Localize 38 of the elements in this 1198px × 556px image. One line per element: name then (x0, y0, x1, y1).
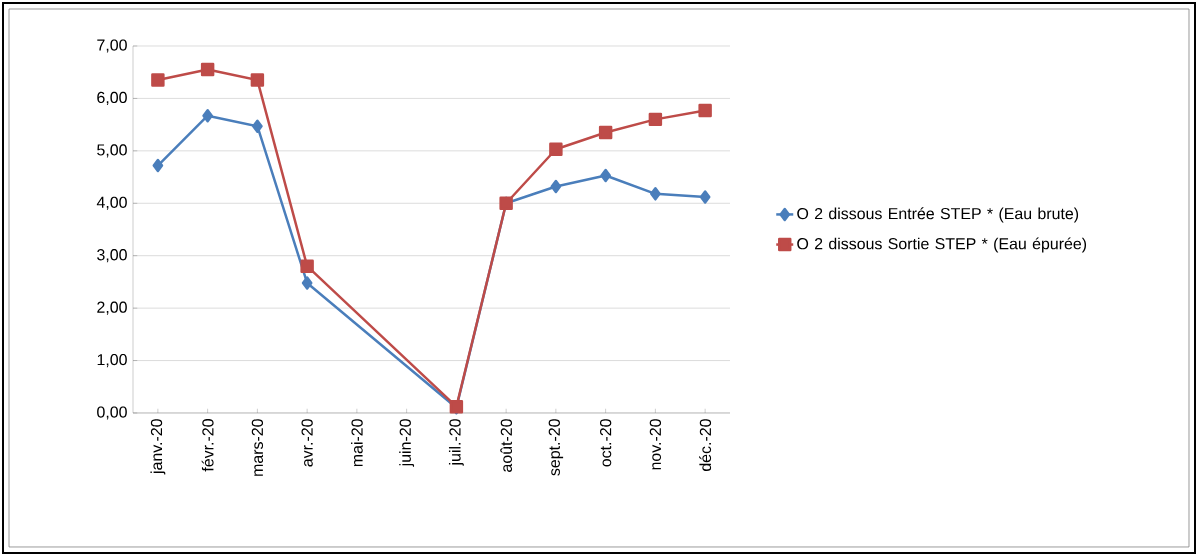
x-tick-label: oct.-20 (600, 419, 612, 467)
point (648, 112, 663, 127)
point (200, 62, 215, 77)
point (300, 259, 314, 273)
y-tick-label: 2,00 (97, 301, 127, 315)
x-tick-label: mars-20 (251, 419, 264, 476)
point (152, 158, 164, 173)
x-tick-label: juin-20 (399, 419, 415, 467)
y-tick-label: 3,00 (97, 249, 127, 263)
y-tick-label: 1,00 (97, 353, 127, 368)
point (151, 73, 165, 87)
x-tick-label: déc.-20 (699, 419, 712, 471)
legend-label: O 2 dissous Sortie STEP * (Eau épurée) (797, 237, 1087, 253)
point (202, 108, 213, 123)
point (301, 276, 313, 290)
point (549, 142, 563, 156)
x-tick-label: avr.-20 (301, 419, 313, 467)
point (252, 119, 263, 133)
point (698, 103, 712, 118)
y-tick-label: 4,00 (96, 196, 127, 210)
x-tick-label: nov.-20 (649, 419, 662, 470)
point (600, 168, 611, 183)
x-tick-label: juil.-20 (448, 419, 464, 466)
x-tick-label: mai-20 (351, 419, 363, 467)
point (550, 179, 562, 194)
point (650, 187, 661, 201)
point (699, 190, 711, 204)
y-tick-label: 7,00 (97, 39, 127, 53)
x-tick-label: févr.-20 (201, 419, 214, 472)
y-tick-label: 6,00 (97, 91, 127, 105)
y-tick-label: 5,00 (97, 144, 127, 158)
point (250, 73, 265, 87)
y-tick-label: 0,00 (97, 406, 127, 420)
x-tick-label: sept.-20 (548, 419, 564, 476)
point (598, 125, 613, 140)
legend-label: O 2 dissous Entrée STEP * (Eau brute) (797, 207, 1079, 223)
x-tick-label: août-20 (500, 419, 513, 472)
x-tick-label: janv.-20 (150, 419, 166, 475)
